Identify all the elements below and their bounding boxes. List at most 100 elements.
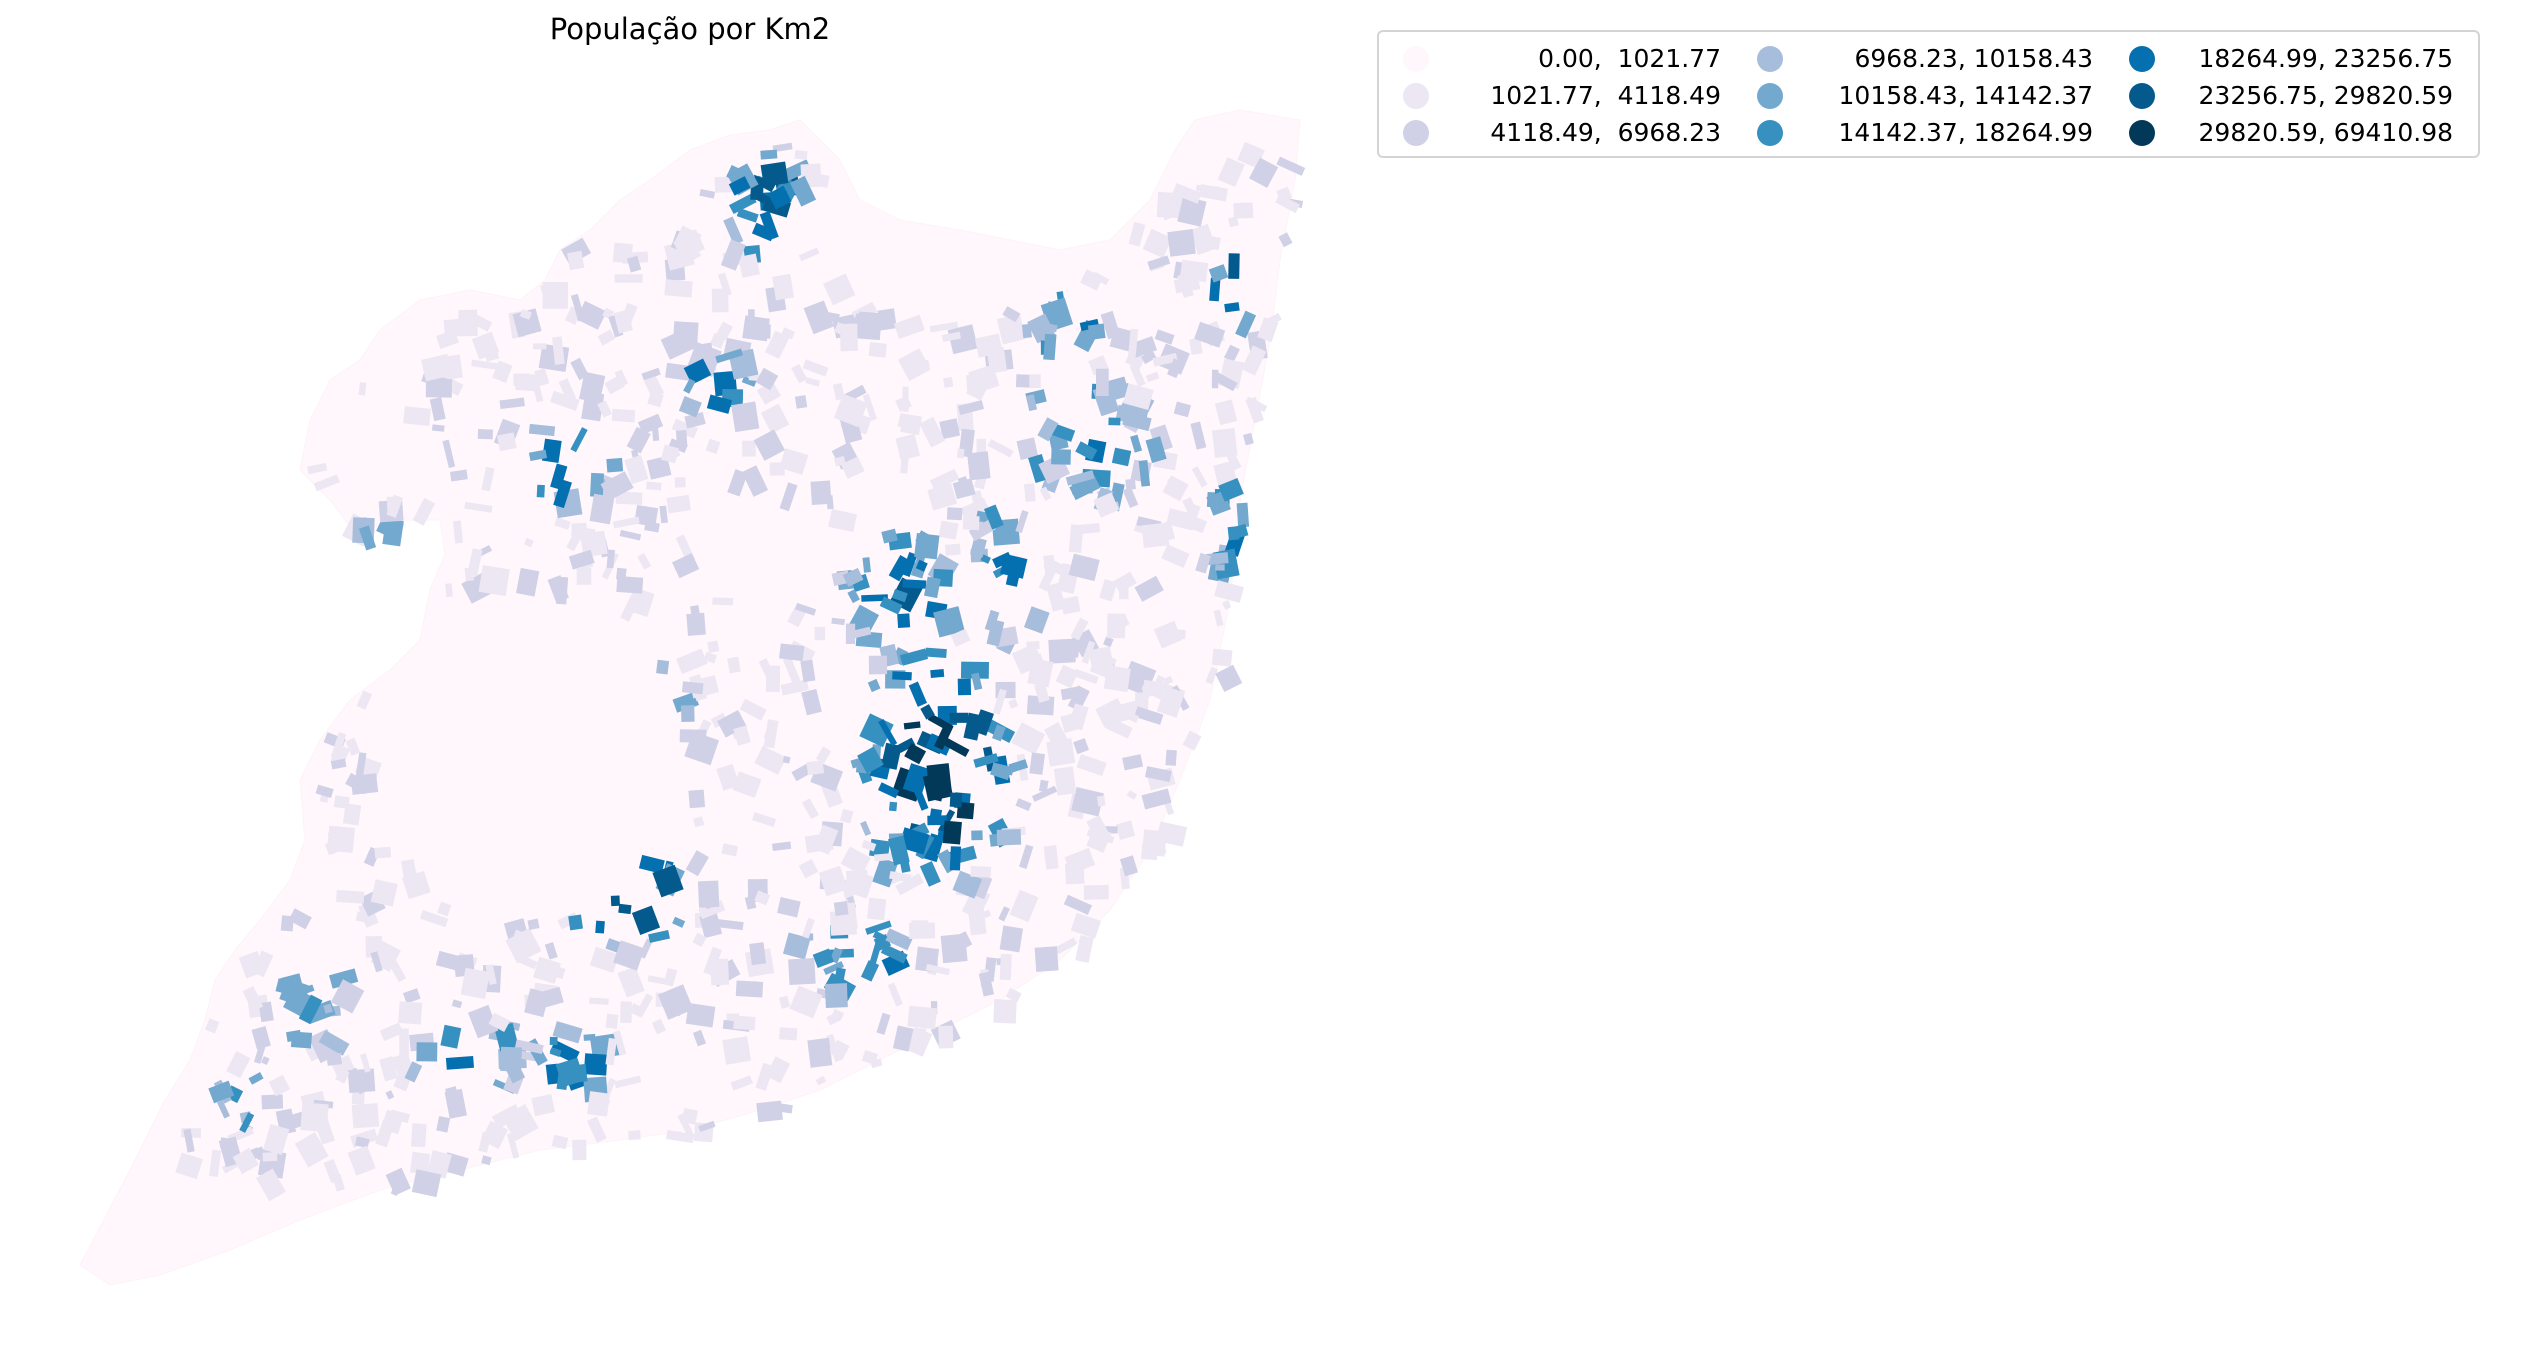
census-tract [1228,216,1239,228]
census-tract [1129,363,1146,387]
census-tract [576,300,607,330]
census-tract [1024,483,1036,503]
census-tract [375,1119,395,1148]
census-tract [925,647,947,659]
census-tract [868,655,888,675]
census-tract [888,801,898,812]
census-tract [899,648,929,666]
legend-label: 23256.75, 29820.59 [2198,81,2453,110]
census-tract [915,559,928,572]
census-tract [888,835,910,866]
census-tract [1067,685,1090,712]
census-tract [759,210,779,241]
legend-marker [1757,45,1783,72]
census-tract [467,1004,499,1039]
census-tract [1145,371,1160,383]
census-tract [927,483,958,511]
census-tract [1099,579,1118,602]
census-tract [261,1094,284,1110]
census-tract [672,691,700,713]
census-tract [1214,580,1244,603]
legend-label: 4118.49, 6968.23 [1490,118,1721,147]
census-tract [908,681,928,707]
census-tract [682,229,705,256]
census-tract [410,1151,431,1175]
map-title: População por Km2 [549,12,831,46]
census-tract [787,606,807,628]
census-tract [590,472,604,498]
census-tract [1143,521,1176,546]
census-tract [651,1018,666,1035]
census-tract [859,713,894,748]
census-tract [967,907,987,936]
census-tract [1053,766,1077,796]
census-tract [779,448,809,475]
choropleth-map [79,109,1306,1286]
census-tract [620,595,640,622]
census-tract [600,471,634,501]
census-tract [1235,310,1257,339]
census-tract [971,830,983,841]
census-tract [597,400,612,418]
census-tract [307,462,328,475]
census-tract [902,579,927,589]
census-tract [665,362,692,381]
census-tract [183,1128,195,1153]
census-tract [1154,329,1175,345]
census-tract [941,736,970,758]
census-tract [1111,447,1132,467]
census-tract [868,342,887,358]
census-tract [1119,855,1139,877]
census-tract [780,679,809,696]
census-tract [754,890,771,906]
census-tract [867,942,882,970]
census-tract [778,995,791,1009]
census-tract [674,477,686,488]
census-tract [733,725,751,746]
census-tract [1205,666,1219,685]
census-tract [659,505,668,524]
census-tract [374,846,392,859]
census-tract [445,583,453,598]
census-tract [971,672,983,691]
census-tract [1051,449,1071,465]
census-tract [629,1003,646,1018]
census-tract [1128,328,1139,357]
census-tract [358,382,367,396]
census-tract [693,816,705,828]
census-tract [970,865,992,878]
census-tract [816,746,832,764]
census-tract [1156,191,1182,219]
census-tract [572,1139,587,1161]
census-tract [806,760,825,776]
census-tract [756,381,782,405]
census-tract [451,999,463,1009]
census-tract [968,364,1000,394]
census-tract [440,1024,462,1049]
census-tract [360,1053,371,1073]
census-tract [840,456,865,479]
census-tract [1173,401,1192,418]
census-tract [831,617,846,626]
census-tract [431,424,445,432]
census-tract [779,482,798,512]
legend-item: 4118.49, 6968.23 [1389,114,1743,151]
census-tract [933,606,965,638]
census-tract [501,1103,539,1142]
legend-marker [1403,82,1429,109]
census-tract [760,403,790,434]
census-tract [355,911,369,923]
census-tract [901,552,918,577]
census-tract [402,988,421,1004]
legend-marker [2129,82,2155,109]
census-tract [847,589,860,604]
census-tract [613,940,645,971]
census-tract [1194,321,1226,348]
census-tract [681,1108,699,1125]
census-tract [681,705,695,722]
census-tract [348,1067,367,1095]
census-tract [595,920,605,934]
census-tract [895,873,924,896]
census-tract [1165,749,1177,766]
census-tract [781,327,796,340]
